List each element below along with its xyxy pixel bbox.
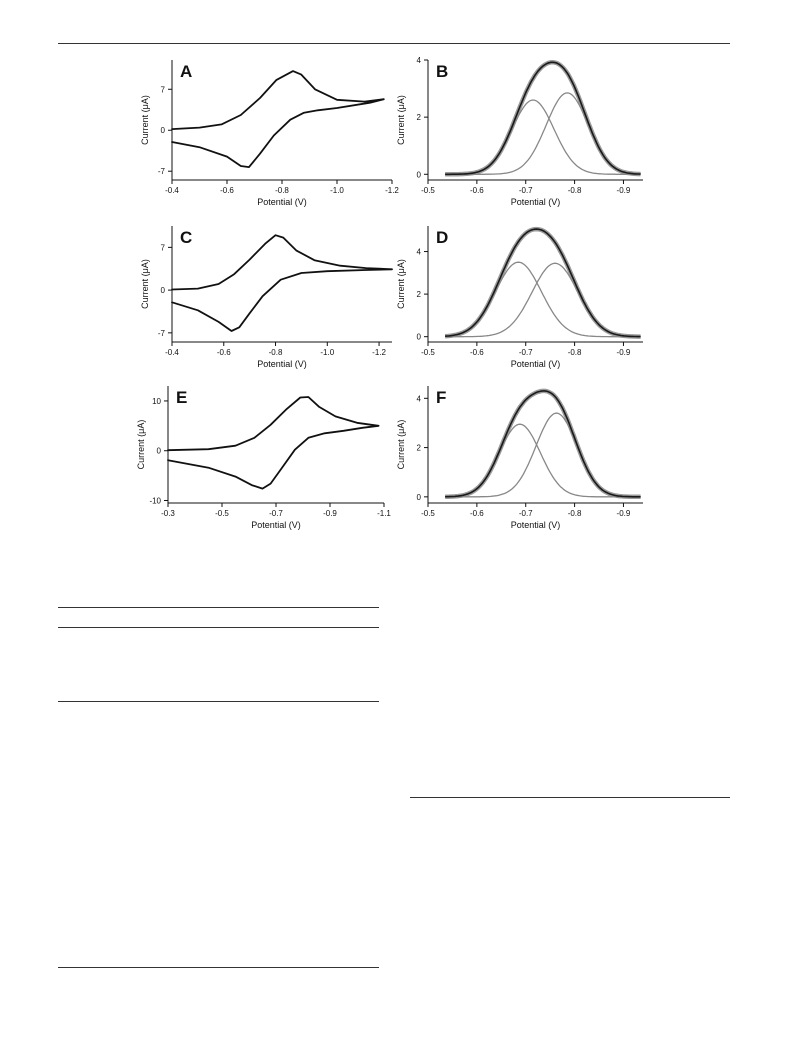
cv-curve	[171, 234, 393, 332]
x-tick-label: -0.9	[323, 509, 337, 518]
table-top-rule	[58, 607, 379, 608]
x-tick-label: -0.8	[568, 509, 582, 518]
x-axis-label: Potential (V)	[257, 197, 307, 207]
chart-panel-f: -0.5 -0.6 -0.7 -0.8 -0.9 0 2 4 Potential (V) Curr…	[396, 386, 643, 530]
cv-curve	[171, 70, 385, 168]
panel-label: B	[436, 62, 448, 81]
fit-curve	[445, 390, 641, 498]
x-tick-label: -0.6	[470, 509, 484, 518]
x-tick-label: -1.1	[377, 509, 391, 518]
x-tick-label: -0.6	[220, 186, 234, 195]
fit-curve	[445, 228, 641, 338]
y-axis-label: Current (μA)	[396, 420, 406, 470]
x-tick-label: -0.5	[215, 509, 229, 518]
y-tick-label: 2	[417, 444, 422, 453]
y-tick-label: 4	[417, 394, 422, 403]
chart-panel-a: -0.4 -0.6 -0.8 -1.0 -1.2 -7 0 7 Potential (V) Cur…	[140, 60, 399, 207]
x-axis-label: Potential (V)	[251, 520, 301, 530]
y-tick-label: -10	[149, 497, 161, 506]
x-axis-label: Potential (V)	[511, 359, 561, 369]
chart-panel-e: -0.3 -0.5 -0.7 -0.9 -1.1 -10 0 10 Potential (V) C…	[136, 386, 391, 530]
x-tick-label: -0.4	[165, 186, 179, 195]
x-tick-label: -1.0	[320, 348, 334, 357]
panel-label: D	[436, 228, 448, 247]
component-peak-2	[445, 412, 641, 498]
chart-panel-b: -0.5 -0.6 -0.7 -0.8 -0.9 0 2 4 Potential (V) Curr…	[396, 56, 643, 207]
y-tick-label: 0	[161, 286, 166, 295]
x-tick-label: -0.6	[470, 348, 484, 357]
y-tick-label: 2	[417, 113, 422, 122]
table-header-rule	[58, 627, 379, 628]
y-tick-label: 0	[417, 333, 422, 342]
y-axis-label: Current (μA)	[396, 95, 406, 145]
header-rule	[58, 43, 730, 44]
y-axis-label: Current (μA)	[396, 259, 406, 309]
component-peak-1	[445, 423, 641, 498]
x-tick-label: -0.7	[269, 509, 283, 518]
x-tick-label: -0.8	[275, 186, 289, 195]
chart-panel-c: -0.4 -0.6 -0.8 -1.0 -1.2 -7 0 7 Potential (V) Cur…	[140, 226, 393, 369]
x-tick-label: -0.6	[217, 348, 231, 357]
x-tick-label: -0.6	[470, 186, 484, 195]
x-tick-label: -0.7	[519, 186, 533, 195]
x-tick-label: -0.9	[617, 509, 631, 518]
fit-curve	[445, 61, 641, 176]
y-tick-label: 7	[161, 85, 166, 94]
x-tick-label: -0.5	[421, 509, 435, 518]
panel-label: E	[176, 388, 187, 407]
x-tick-label: -1.2	[385, 186, 399, 195]
y-tick-label: 0	[417, 493, 422, 502]
x-axis-label: Potential (V)	[511, 197, 561, 207]
data-trace	[444, 226, 642, 339]
cv-curve	[167, 396, 380, 490]
table-bottom-rule	[58, 967, 379, 968]
panel-label: A	[180, 62, 192, 81]
data-trace	[444, 60, 642, 177]
y-tick-label: 4	[417, 248, 422, 257]
panel-label: C	[180, 228, 192, 247]
y-tick-label: 0	[157, 447, 162, 456]
x-tick-label: -0.3	[161, 509, 175, 518]
y-tick-label: 0	[417, 170, 422, 179]
y-tick-label: -7	[158, 167, 166, 176]
y-tick-label: 7	[161, 243, 166, 252]
table-mid-rule	[58, 701, 379, 702]
y-axis-label: Current (μA)	[140, 259, 150, 309]
y-tick-label: -7	[158, 329, 166, 338]
x-tick-label: -0.7	[519, 509, 533, 518]
y-tick-label: 2	[417, 290, 422, 299]
x-tick-label: -0.8	[269, 348, 283, 357]
x-axis-label: Potential (V)	[511, 520, 561, 530]
x-tick-label: -0.5	[421, 348, 435, 357]
chart-panel-d: -0.5 -0.6 -0.7 -0.8 -0.9 0 2 4 Potential (V) Curr…	[396, 226, 643, 369]
x-tick-label: -0.9	[617, 186, 631, 195]
x-tick-label: -0.8	[568, 348, 582, 357]
x-tick-label: -0.5	[421, 186, 435, 195]
y-axis-label: Current (μA)	[136, 420, 146, 470]
x-tick-label: -1.0	[330, 186, 344, 195]
y-tick-label: 4	[417, 56, 422, 65]
y-axis-label: Current (μA)	[140, 95, 150, 145]
x-axis-label: Potential (V)	[257, 359, 307, 369]
y-tick-label: 10	[152, 397, 161, 406]
x-tick-label: -0.9	[617, 348, 631, 357]
data-trace	[444, 388, 642, 500]
right-column-rule	[410, 797, 730, 798]
x-tick-label: -0.8	[568, 186, 582, 195]
x-tick-label: -0.4	[165, 348, 179, 357]
y-tick-label: 0	[161, 126, 166, 135]
x-tick-label: -0.7	[519, 348, 533, 357]
panel-label: F	[436, 388, 446, 407]
x-tick-label: -1.2	[372, 348, 386, 357]
